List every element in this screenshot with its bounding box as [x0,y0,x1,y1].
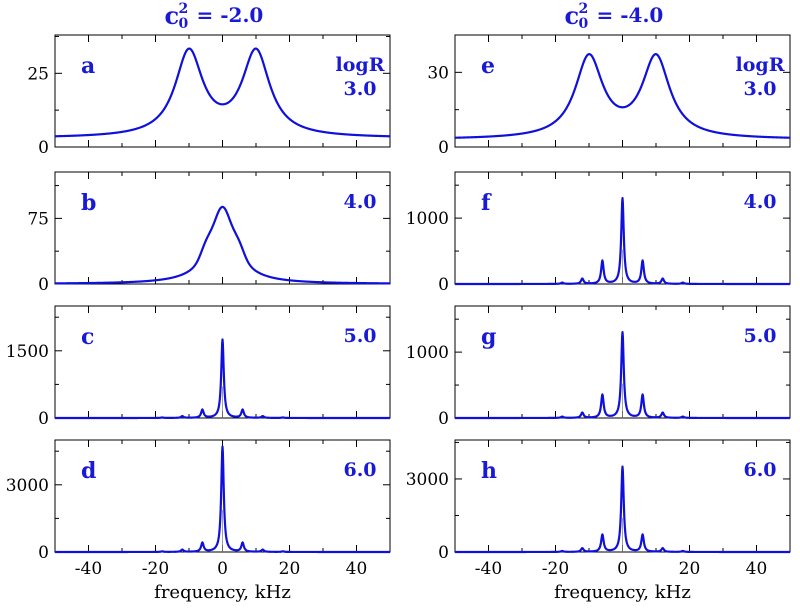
panel-letter: a [81,53,95,79]
panel-annotation: 3.0 [743,78,776,100]
panel-letter: g [481,324,496,350]
y-tick-label: 1000 [406,209,449,229]
panel-annotation: 5.0 [343,325,376,347]
panel-letter: h [481,458,497,484]
x-axis-labels: frequency, kHz frequency, kHz [154,582,691,603]
title-superscript: 2 [579,1,589,17]
title-subscript: 0 [179,16,189,32]
panel-letter: f [481,190,492,216]
x-tick-label: -20 [542,559,569,579]
x-axis-label-2: frequency, kHz [554,582,691,603]
panel-frame [454,34,791,148]
x-tick-label: 0 [217,559,228,579]
panel-h: 0 3000 h 6.0 -40 -20 0 20 40 [406,439,791,579]
column-title-1: c 20 = -2.0 [165,1,264,32]
x-tick-label: 40 [346,559,368,579]
panel-annotation: logR [736,54,785,76]
y-tick-label: 30 [427,63,449,83]
series-line [54,445,391,554]
series-line [454,330,791,420]
panel-letter: d [81,458,96,484]
panel-g: 0 1000 g 5.0 [406,305,791,429]
x-tick-label: 20 [279,559,301,579]
title-symbol: c [165,1,180,30]
panel-b: 0 75 b 4.0 [27,171,391,295]
y-tick-label: 0 [38,543,49,563]
x-tick-label: -40 [75,559,102,579]
panel-f: 0 1000 f 4.0 [406,171,791,295]
y-tick-label: 0 [38,409,49,429]
panel-c: 0 1500 c 5.0 [6,305,391,429]
y-tick-label: 0 [438,543,449,563]
column-titles: c 20 = -2.0 c 20 = -4.0 [165,1,664,32]
series-line [454,53,791,139]
x-axis-label-1: frequency, kHz [154,582,291,603]
y-tick-label: 25 [27,64,49,84]
x-tick-label: -40 [475,559,502,579]
panel-annotation: logR [336,54,385,76]
title-subscript: 0 [579,16,589,32]
y-tick-label: 0 [438,275,449,295]
title-value: = -4.0 [597,3,664,27]
series-line [54,205,391,285]
title-superscript: 2 [179,1,189,17]
series-line [54,338,391,420]
series-line [54,47,391,138]
panel-annotation: 3.0 [343,78,376,100]
panel-frame [54,171,391,285]
x-tick-label: -20 [142,559,169,579]
y-tick-label: 0 [38,138,49,158]
series-line [454,465,791,554]
panel-annotation: 4.0 [743,191,776,213]
y-tick-label: 1500 [6,342,49,362]
y-tick-label: 3000 [6,476,49,496]
panel-letter: c [81,324,94,350]
y-tick-label: 3000 [406,470,449,490]
panel-annotation: 5.0 [743,325,776,347]
title-value: = -2.0 [197,3,264,27]
panel-annotation: 6.0 [343,459,376,481]
column-title-2: c 20 = -4.0 [565,1,664,32]
y-tick-label: 0 [38,275,49,295]
panel-annotation: 4.0 [343,191,376,213]
panel-letter: e [481,53,495,79]
series-line [454,196,791,286]
y-tick-label: 0 [438,409,449,429]
panel-annotation: 6.0 [743,459,776,481]
panel-d: 0 3000 d 6.0 -40 -20 0 20 40 [6,439,391,579]
x-tick-label: 0 [617,559,628,579]
x-tick-label: 40 [746,559,768,579]
title-symbol: c [565,1,580,30]
y-tick-label: 1000 [406,343,449,363]
panel-frame [54,34,391,148]
x-tick-label: 20 [679,559,701,579]
panel-letter: b [81,190,96,216]
y-tick-label: 0 [438,138,449,158]
y-tick-label: 75 [27,209,49,229]
